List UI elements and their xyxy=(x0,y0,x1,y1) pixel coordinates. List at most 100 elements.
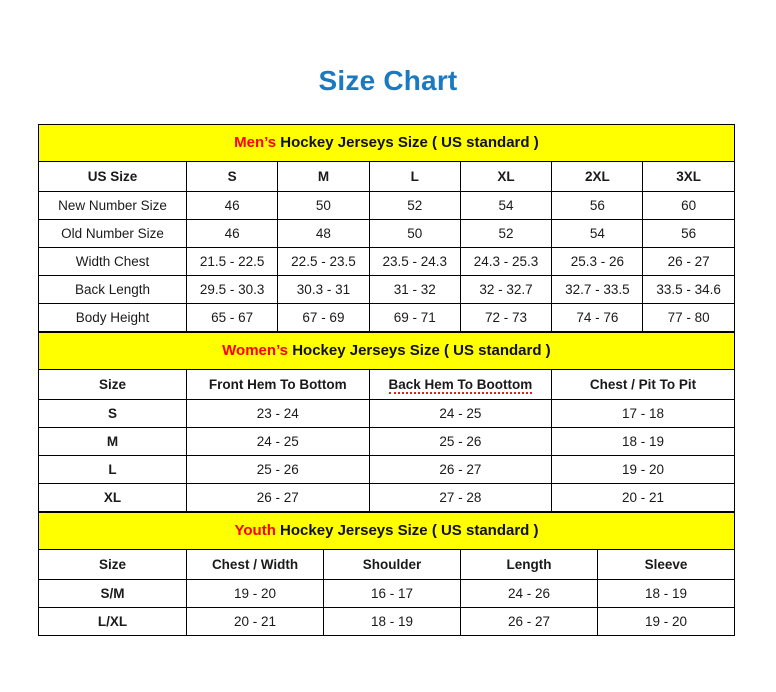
mens-cell-0-0: 46 xyxy=(185,191,279,220)
womens-cell-2-2: 19 - 20 xyxy=(551,455,735,484)
womens-cell-3-2: 20 - 21 xyxy=(551,483,735,512)
mens-cell-2-1: 22.5 - 23.5 xyxy=(277,247,370,276)
womens-cell-1-2: 18 - 19 xyxy=(551,427,735,456)
youth-section-banner: Youth Hockey Jerseys Size ( US standard … xyxy=(37,512,736,550)
womens-cell-3-1: 27 - 28 xyxy=(368,483,553,512)
mens-size-table: Men’s Hockey Jerseys Size ( US standard … xyxy=(38,124,735,332)
womens-cell-3-0: 26 - 27 xyxy=(186,483,370,512)
mens-cell-3-4: 32.7 - 33.5 xyxy=(551,275,644,304)
womens-row-label-0: S xyxy=(38,399,187,428)
table-row: L 25 - 26 26 - 27 19 - 20 xyxy=(38,455,735,484)
youth-cell-0-1: 16 - 17 xyxy=(323,579,461,608)
womens-banner-accent: Women’s xyxy=(222,342,289,360)
table-row: M 24 - 25 25 - 26 18 - 19 xyxy=(38,427,735,456)
mens-col-header-5: 2XL xyxy=(551,161,644,192)
womens-cell-0-0: 23 - 24 xyxy=(186,399,370,428)
mens-row-label-1: Old Number Size xyxy=(38,219,187,248)
mens-cell-3-2: 31 - 32 xyxy=(368,275,461,304)
mens-cell-4-3: 72 - 73 xyxy=(459,303,553,332)
womens-col-header-2: Back Hem To Boottom xyxy=(368,369,553,400)
mens-cell-0-2: 52 xyxy=(368,191,461,220)
youth-col-header-1: Chest / Width xyxy=(186,549,324,580)
mens-cell-4-1: 67 - 69 xyxy=(277,303,370,332)
womens-row-label-3: XL xyxy=(38,483,187,512)
mens-cell-0-5: 60 xyxy=(642,191,735,220)
table-row: L/XL 20 - 21 18 - 19 26 - 27 19 - 20 xyxy=(38,607,736,636)
youth-col-header-4: Sleeve xyxy=(596,549,736,580)
womens-size-table: Women’s Hockey Jerseys Size ( US standar… xyxy=(38,332,735,512)
table-row: Old Number Size 46 48 50 52 54 56 xyxy=(38,219,735,248)
mens-col-header-3: L xyxy=(368,161,461,192)
womens-col-header-1: Front Hem To Bottom xyxy=(186,369,370,400)
mens-cell-3-5: 33.5 - 34.6 xyxy=(642,275,735,304)
womens-cell-2-0: 25 - 26 xyxy=(186,455,370,484)
womens-section-banner: Women’s Hockey Jerseys Size ( US standar… xyxy=(38,332,735,370)
womens-cell-0-2: 17 - 18 xyxy=(551,399,735,428)
mens-cell-1-1: 48 xyxy=(277,219,370,248)
mens-cell-2-4: 25.3 - 26 xyxy=(551,247,644,276)
womens-cell-2-1: 26 - 27 xyxy=(368,455,553,484)
youth-size-table: Youth Hockey Jerseys Size ( US standard … xyxy=(37,512,736,636)
youth-cell-1-2: 26 - 27 xyxy=(460,607,598,636)
mens-cell-1-5: 56 xyxy=(642,219,735,248)
womens-banner-cell: Women’s Hockey Jerseys Size ( US standar… xyxy=(38,332,735,370)
mens-cell-2-2: 23.5 - 24.3 xyxy=(368,247,461,276)
mens-cell-4-4: 74 - 76 xyxy=(551,303,644,332)
table-row: Back Length 29.5 - 30.3 30.3 - 31 31 - 3… xyxy=(38,275,735,304)
mens-cell-2-0: 21.5 - 22.5 xyxy=(185,247,279,276)
womens-col-header-2-text: Back Hem To Boottom xyxy=(388,376,533,394)
mens-col-header-4: XL xyxy=(459,161,553,192)
mens-col-header-2: M xyxy=(277,161,370,192)
mens-cell-0-4: 56 xyxy=(551,191,644,220)
mens-section-banner: Men’s Hockey Jerseys Size ( US standard … xyxy=(38,124,735,162)
mens-cell-3-0: 29.5 - 30.3 xyxy=(185,275,279,304)
mens-cell-1-2: 50 xyxy=(368,219,461,248)
youth-cell-1-1: 18 - 19 xyxy=(323,607,461,636)
youth-row-label-0: S/M xyxy=(38,579,187,608)
mens-row-label-4: Body Height xyxy=(38,303,187,332)
table-row: S 23 - 24 24 - 25 17 - 18 xyxy=(38,399,735,428)
youth-cell-0-2: 24 - 26 xyxy=(460,579,598,608)
table-row: New Number Size 46 50 52 54 56 60 xyxy=(38,191,735,220)
mens-cell-4-2: 69 - 71 xyxy=(368,303,461,332)
mens-column-header-row: US Size S M L XL 2XL 3XL xyxy=(38,161,735,192)
size-tables-container: Men’s Hockey Jerseys Size ( US standard … xyxy=(37,124,736,636)
womens-cell-1-0: 24 - 25 xyxy=(186,427,370,456)
youth-col-header-2: Shoulder xyxy=(323,549,461,580)
mens-banner-rest: Hockey Jerseys Size ( US standard ) xyxy=(276,134,539,152)
mens-row-label-2: Width Chest xyxy=(38,247,187,276)
womens-row-label-1: M xyxy=(38,427,187,456)
table-row: Width Chest 21.5 - 22.5 22.5 - 23.5 23.5… xyxy=(38,247,735,276)
table-row: Body Height 65 - 67 67 - 69 69 - 71 72 -… xyxy=(38,303,735,332)
mens-cell-1-3: 52 xyxy=(459,219,553,248)
mens-cell-3-3: 32 - 32.7 xyxy=(459,275,553,304)
table-row: S/M 19 - 20 16 - 17 24 - 26 18 - 19 xyxy=(38,579,736,608)
mens-row-label-0: New Number Size xyxy=(38,191,187,220)
womens-row-label-2: L xyxy=(38,455,187,484)
mens-cell-0-1: 50 xyxy=(277,191,370,220)
mens-col-header-1: S xyxy=(185,161,279,192)
mens-cell-4-0: 65 - 67 xyxy=(185,303,279,332)
womens-column-header-row: Size Front Hem To Bottom Back Hem To Boo… xyxy=(38,369,735,400)
youth-cell-0-3: 18 - 19 xyxy=(596,579,736,608)
youth-cell-0-0: 19 - 20 xyxy=(186,579,324,608)
mens-banner-accent: Men’s xyxy=(234,134,277,152)
youth-cell-1-0: 20 - 21 xyxy=(186,607,324,636)
mens-banner-cell: Men’s Hockey Jerseys Size ( US standard … xyxy=(38,124,735,162)
womens-banner-rest: Hockey Jerseys Size ( US standard ) xyxy=(288,342,551,360)
womens-cell-0-1: 24 - 25 xyxy=(368,399,553,428)
womens-col-header-3: Chest / Pit To Pit xyxy=(551,369,735,400)
mens-col-header-0: US Size xyxy=(38,161,187,192)
mens-cell-4-5: 77 - 80 xyxy=(642,303,735,332)
mens-cell-2-5: 26 - 27 xyxy=(642,247,735,276)
youth-banner-rest: Hockey Jerseys Size ( US standard ) xyxy=(275,522,539,540)
mens-cell-0-3: 54 xyxy=(459,191,553,220)
mens-cell-1-4: 54 xyxy=(551,219,644,248)
youth-banner-cell: Youth Hockey Jerseys Size ( US standard … xyxy=(37,512,736,550)
youth-row-label-1: L/XL xyxy=(38,607,187,636)
mens-cell-3-1: 30.3 - 31 xyxy=(277,275,370,304)
mens-row-label-3: Back Length xyxy=(38,275,187,304)
youth-col-header-3: Length xyxy=(460,549,598,580)
page-title: Size Chart xyxy=(318,65,458,96)
